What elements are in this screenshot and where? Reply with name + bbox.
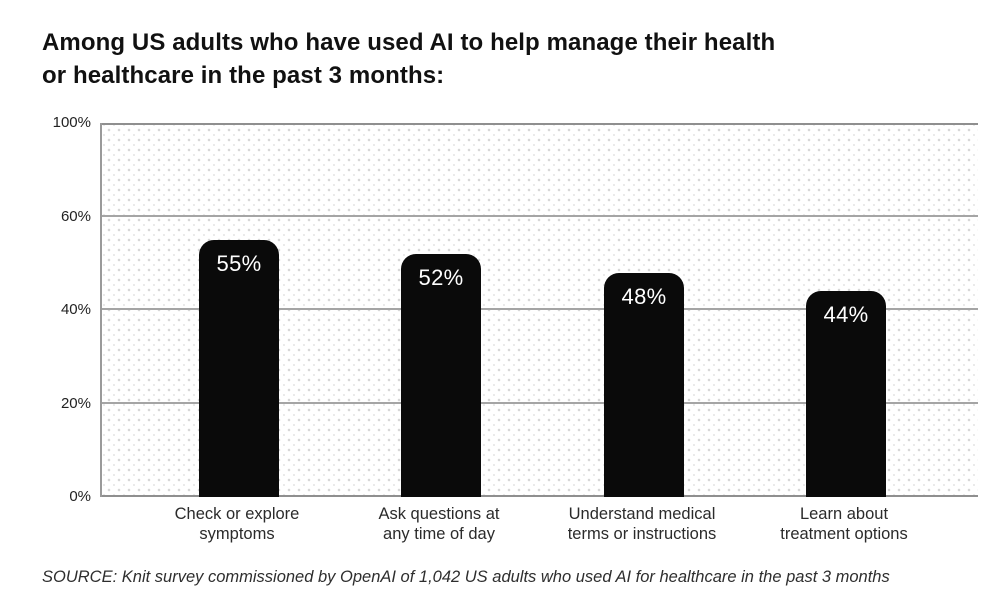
gridline-40pct — [102, 308, 978, 310]
x-axis-label-4: Learn about treatment options — [780, 505, 908, 543]
y-axis-label-0pct: 0% — [69, 488, 91, 505]
source-note: SOURCE: Knit survey commissioned by Open… — [42, 568, 890, 586]
y-axis: 0% 20% 40% 60% 100% — [0, 115, 91, 505]
y-axis-label-20pct: 20% — [60, 394, 91, 412]
plot-area: 55% 52% 48% 44% — [100, 123, 978, 497]
bar-value-label-3: 48% — [621, 284, 667, 309]
bar-4: 44% — [806, 291, 886, 497]
bar-value-label-2: 52% — [418, 265, 464, 290]
x-axis-label-2: Ask questions at any time of day — [378, 505, 500, 543]
bar-2: 52% — [401, 254, 481, 497]
chart-title: Among US adults who have used AI to help… — [42, 26, 775, 92]
bar-3: 48% — [604, 273, 684, 497]
bar-value-label-4: 44% — [823, 302, 869, 327]
chart-title-line-1: Among US adults who have used AI to help… — [42, 29, 776, 56]
x-axis-label-3: Understand medical terms or instructions — [567, 505, 717, 543]
bar-value-label-1: 55% — [216, 251, 262, 276]
gridline-100pct — [102, 123, 978, 125]
y-axis-label-40pct: 40% — [60, 301, 91, 318]
y-axis-label-100pct: 100% — [52, 114, 91, 131]
chart-title-line-2: or healthcare in the past 3 months: — [42, 62, 445, 89]
x-axis: Check or explore symptoms Ask questions a… — [100, 504, 978, 550]
y-axis-label-60pct: 60% — [60, 207, 91, 225]
gridline-60pct — [102, 214, 978, 217]
x-axis-label-1: Check or explore symptoms — [174, 505, 300, 543]
gridline-0pct — [102, 495, 978, 497]
gridline-20pct — [102, 401, 978, 404]
bar-1: 55% — [199, 240, 279, 497]
